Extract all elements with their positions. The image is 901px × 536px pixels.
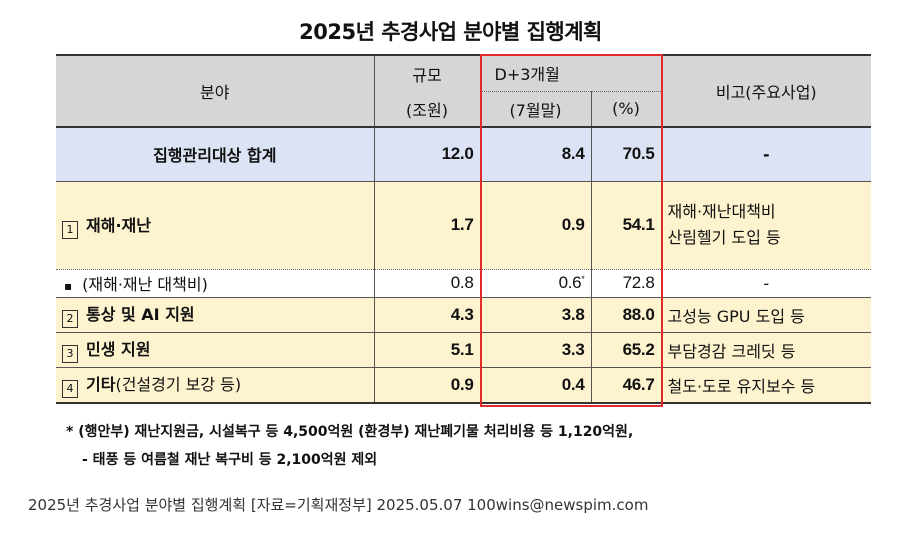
execution-plan-table: 분야 규모 D+3개월 비고(주요사업) (조원) (7월말) (%) 집행관리…: [56, 54, 872, 404]
image-caption: 2025년 추경사업 분야별 집행계획 [자료=기획재정부] 2025.05.0…: [28, 496, 649, 514]
row-label-cell: 1 재해·재난: [56, 181, 374, 270]
header-field: 분야: [56, 54, 374, 128]
header-d3: D+3개월: [479, 54, 662, 92]
row-remarks: 철도·도로 유지보수 등: [660, 367, 872, 404]
header-row-2: (조원) (7월말) (%): [56, 91, 871, 128]
row-d3: 3.3: [479, 332, 591, 368]
table-row: 1 재해·재난 1.7 0.9 54.1 재해·재난대책비 산림헬기 도입 등: [56, 181, 872, 270]
row-pct: 65.2: [590, 332, 662, 368]
header-d3-month: (7월말): [479, 91, 591, 128]
item-number: 3: [62, 345, 78, 363]
footnotes: * (행안부) 재난지원금, 시설복구 등 4,500억원 (환경부) 재난폐기…: [66, 418, 633, 474]
row-label: 재해·재난: [86, 215, 151, 235]
header-scale: 규모: [373, 54, 480, 91]
table-row-total: 집행관리대상 합계 12.0 8.4 70.5 -: [56, 127, 872, 182]
table-row: 4 기타(건설경기 보강 등) 0.9 0.4 46.7 철도·도로 유지보수 등: [56, 367, 872, 404]
row-label: (재해·재난 대책비): [82, 275, 208, 294]
table-row: 2 통상 및 AI 지원 4.3 3.8 88.0 고성능 GPU 도입 등: [56, 297, 872, 333]
row-label: 기타: [86, 375, 116, 395]
page-title: 2025년 추경사업 분야별 집행계획: [299, 20, 602, 44]
row-scale: 5.1: [373, 332, 480, 368]
row-d3: 0.6: [558, 273, 582, 292]
row-d3: 8.4: [479, 127, 591, 182]
footnote-line: - 태풍 등 여름철 재난 복구비 등 2,100억원 제외: [82, 452, 378, 468]
remarks-line: 재해·재난대책비: [667, 202, 776, 221]
row-pct: 70.5: [590, 127, 662, 182]
row-pct: 46.7: [590, 367, 662, 404]
row-label-cell: 2 통상 및 AI 지원: [56, 297, 374, 333]
row-pct: 88.0: [590, 297, 662, 333]
row-label-cell: ▪ (재해·재난 대책비): [56, 269, 374, 298]
header-scale-unit: (조원): [373, 91, 480, 128]
row-d3: 3.8: [479, 297, 591, 333]
footnote-mark: *: [581, 274, 585, 284]
row-scale: 0.8: [373, 269, 480, 298]
row-label-cell: 3 민생 지원: [56, 332, 374, 368]
item-number: 4: [62, 380, 78, 399]
row-label: 통상 및 AI 지원: [86, 305, 195, 324]
item-number: 2: [62, 310, 78, 328]
row-label: 집행관리대상 합계: [56, 127, 374, 182]
row-remarks: 부담경감 크레딧 등: [660, 332, 872, 368]
footnote-line: * (행안부) 재난지원금, 시설복구 등 4,500억원 (환경부) 재난폐기…: [66, 424, 634, 440]
row-scale: 0.9: [373, 367, 480, 404]
row-remarks: 재해·재난대책비 산림헬기 도입 등: [660, 181, 872, 270]
row-d3-cell: 0.6*: [479, 269, 591, 298]
row-scale: 12.0: [373, 127, 480, 182]
header-row-1: 분야 규모 D+3개월 비고(주요사업): [56, 54, 872, 128]
remarks-line: 산림헬기 도입 등: [667, 228, 781, 247]
row-label: 민생 지원: [86, 340, 151, 359]
row-remarks: -: [660, 269, 872, 298]
row-remarks: -: [660, 127, 872, 182]
row-pct: 54.1: [590, 181, 662, 270]
row-remarks: 고성능 GPU 도입 등: [660, 297, 872, 333]
item-number: 1: [62, 220, 78, 239]
row-d3: 0.4: [479, 367, 591, 404]
row-scale: 4.3: [373, 297, 480, 333]
row-label-cell: 4 기타(건설경기 보강 등): [56, 367, 374, 404]
row-pct: 72.8: [590, 269, 662, 298]
header-pct: (%): [590, 91, 662, 128]
table-row: 3 민생 지원 5.1 3.3 65.2 부담경감 크레딧 등: [56, 332, 872, 368]
header-remarks: 비고(주요사업): [660, 54, 872, 128]
row-d3: 0.9: [479, 181, 591, 270]
bullet-icon: ▪: [64, 279, 73, 293]
row-scale: 1.7: [373, 181, 480, 270]
row-label-sub: (건설경기 보강 등): [115, 375, 242, 395]
table-row-sub: ▪ (재해·재난 대책비) 0.8 0.6* 72.8 -: [56, 269, 872, 298]
